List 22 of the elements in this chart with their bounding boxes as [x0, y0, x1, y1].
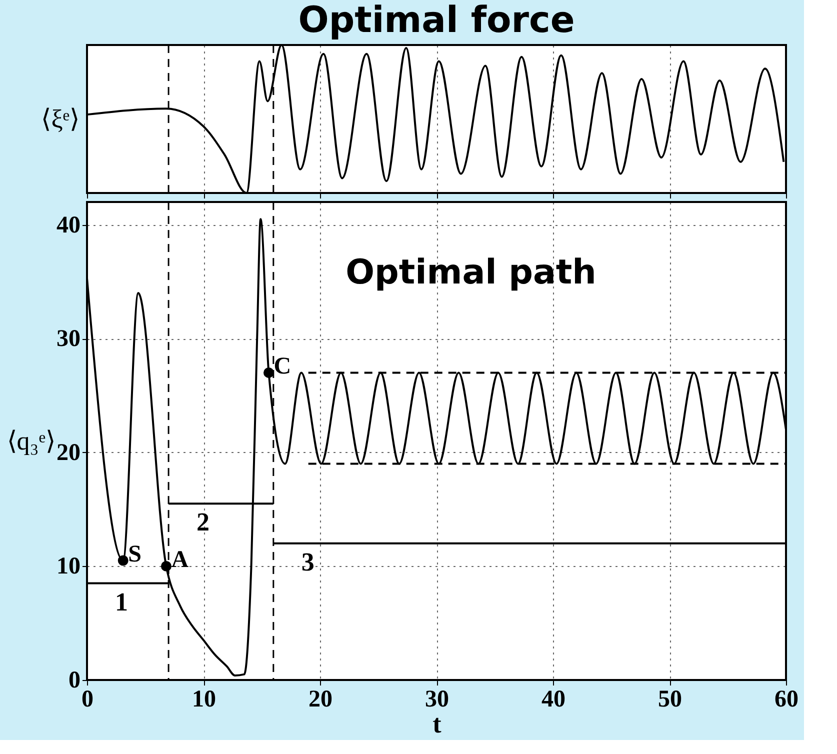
x-tick-label: 10	[192, 686, 216, 712]
annotation: Optimal path	[346, 252, 596, 293]
y-tick-label: 30	[56, 326, 80, 352]
chart-title: Optimal force	[298, 0, 575, 41]
x-tick-label: 40	[542, 686, 566, 712]
series-label: 3	[301, 547, 314, 576]
x-axis-title: t	[432, 710, 442, 738]
y-tick-label: 0	[68, 668, 80, 694]
annotation: C	[274, 354, 292, 380]
y-axis-title: ⟨ξᵉ⟩	[41, 104, 80, 134]
x-tick-label: 20	[308, 686, 332, 712]
x-tick-label: 30	[425, 686, 449, 712]
y-tick-label: 10	[56, 554, 80, 580]
y-tick-label: 20	[56, 440, 80, 466]
x-tick-label: 50	[658, 686, 682, 712]
annotation: S	[128, 542, 142, 568]
y-axis-title: ⟨q₃ᵉ⟩	[6, 426, 56, 456]
x-tick-label: 60	[774, 686, 798, 712]
series-label: 2	[196, 508, 210, 537]
annotation: A	[171, 547, 190, 574]
y-tick-label: 40	[56, 212, 80, 238]
series-label: 1	[115, 587, 128, 616]
